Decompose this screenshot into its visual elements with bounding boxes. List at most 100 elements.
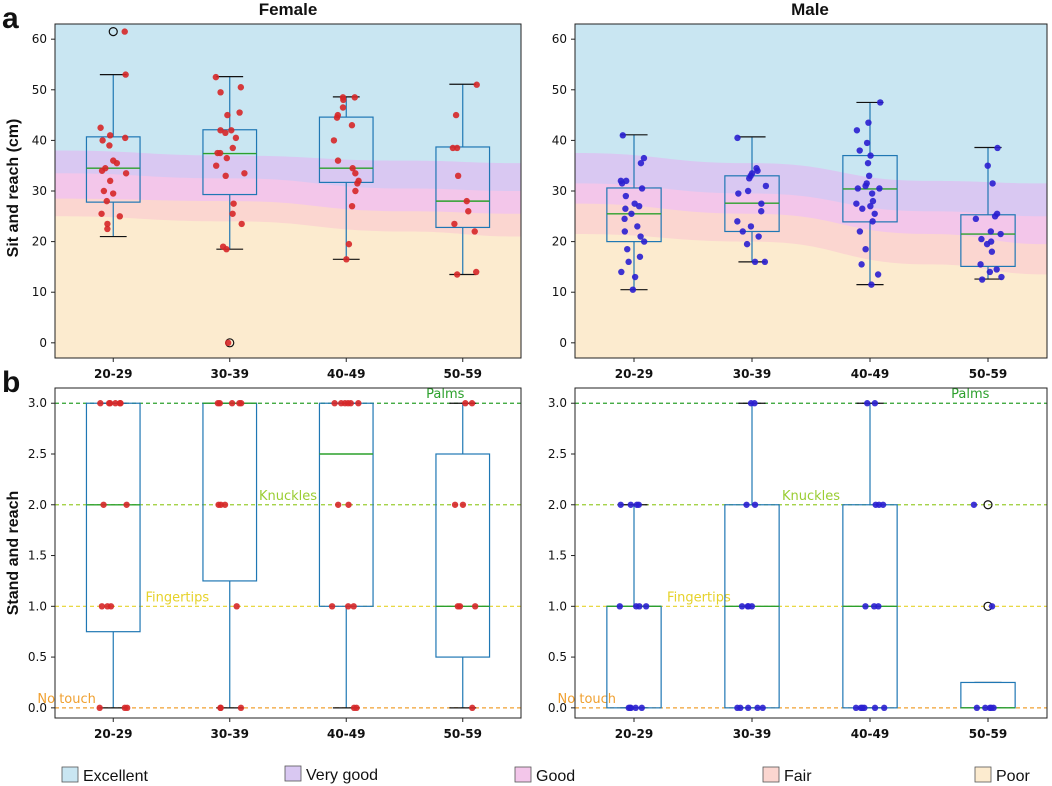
y-tick-label: 1.0 xyxy=(548,599,567,613)
y-tick-label: 30 xyxy=(32,184,47,198)
legend-swatch-excellent xyxy=(61,766,79,783)
data-point xyxy=(859,704,866,712)
data-point xyxy=(853,127,861,134)
y-tick-label: 0.5 xyxy=(548,650,567,664)
data-point xyxy=(106,400,114,407)
legend-swatch-good xyxy=(514,766,532,783)
data-point xyxy=(983,240,991,248)
data-point xyxy=(872,501,879,508)
data-point xyxy=(970,501,978,508)
data-point xyxy=(858,261,865,268)
data-point xyxy=(754,167,761,174)
data-point xyxy=(237,84,245,91)
data-point xyxy=(619,132,627,139)
data-point xyxy=(97,400,104,407)
data-point xyxy=(345,603,352,610)
legend-label-good: Good xyxy=(536,768,575,785)
data-point xyxy=(462,400,469,407)
data-point xyxy=(631,273,639,281)
points-20-29 xyxy=(97,28,130,233)
points-40-49 xyxy=(852,400,888,712)
data-point xyxy=(632,704,639,712)
data-point xyxy=(236,400,243,407)
data-point xyxy=(355,400,362,407)
data-point xyxy=(103,197,110,205)
data-point xyxy=(106,177,114,185)
points-50-59 xyxy=(449,81,480,278)
reference-label-knuckles: Knuckles xyxy=(259,489,317,504)
reference-label-no-touch: No touch xyxy=(37,692,96,707)
x-tick-label: 20-29 xyxy=(615,727,653,741)
data-point xyxy=(236,109,243,116)
data-point xyxy=(123,501,130,508)
y-tick-label: 1.0 xyxy=(28,599,47,613)
data-point xyxy=(862,603,869,610)
data-point xyxy=(852,704,860,712)
x-tick-label: 20-29 xyxy=(615,367,653,381)
data-point xyxy=(456,603,464,610)
data-point xyxy=(222,172,229,180)
data-point xyxy=(635,202,643,210)
data-point xyxy=(865,172,873,180)
data-point xyxy=(98,603,106,610)
data-point xyxy=(640,238,648,245)
y-tick-label: 0.5 xyxy=(28,650,47,664)
data-point xyxy=(864,400,871,407)
data-point xyxy=(347,400,354,407)
y-tick-label: 1.5 xyxy=(548,549,567,563)
flier-marker xyxy=(108,26,118,37)
points-50-59 xyxy=(970,501,997,712)
data-point xyxy=(99,137,106,144)
data-point xyxy=(334,157,342,164)
data-point xyxy=(859,205,866,212)
box-iqr xyxy=(435,453,491,658)
data-point xyxy=(100,501,107,508)
data-point xyxy=(121,28,128,35)
legend-item-excellent: Excellent xyxy=(61,766,148,785)
data-point xyxy=(348,202,356,210)
box-30-39 xyxy=(724,136,780,263)
data-point xyxy=(751,258,759,266)
data-point xyxy=(223,245,230,253)
y-tick-label: 0 xyxy=(559,336,567,350)
data-point xyxy=(977,261,984,268)
data-point xyxy=(622,192,630,200)
data-point xyxy=(230,200,237,207)
data-point xyxy=(616,603,623,610)
data-point xyxy=(746,175,753,182)
data-point xyxy=(744,704,752,712)
legend-swatch-very-good xyxy=(284,765,302,782)
data-point xyxy=(333,114,341,121)
data-point xyxy=(854,185,862,192)
data-point xyxy=(735,190,742,197)
data-point xyxy=(352,170,359,177)
reference-label-no-touch: No touch xyxy=(558,692,617,707)
data-point xyxy=(241,170,248,177)
points-40-49 xyxy=(328,400,362,712)
zone-poor xyxy=(575,234,1047,358)
data-point xyxy=(217,501,225,508)
data-point xyxy=(625,258,632,266)
y-tick-label: 40 xyxy=(552,133,567,147)
data-point xyxy=(449,144,457,152)
data-point xyxy=(879,501,887,508)
y-tick-label: 1.5 xyxy=(28,549,47,563)
data-point xyxy=(638,704,645,712)
data-point xyxy=(987,228,995,235)
data-point xyxy=(743,501,750,508)
data-point xyxy=(634,223,641,230)
panel-letter-a: a xyxy=(2,2,19,35)
reference-label-palms: Palms xyxy=(426,387,464,402)
data-point xyxy=(349,165,356,172)
y-tick-label: 0.0 xyxy=(28,701,47,715)
data-point xyxy=(109,190,117,197)
data-point xyxy=(351,94,358,101)
legend-label-excellent: Excellent xyxy=(83,768,148,785)
data-point xyxy=(972,215,980,223)
data-point xyxy=(328,603,336,610)
data-point xyxy=(469,704,476,712)
data-point xyxy=(747,223,755,230)
data-point xyxy=(229,144,236,152)
data-point xyxy=(229,210,236,217)
